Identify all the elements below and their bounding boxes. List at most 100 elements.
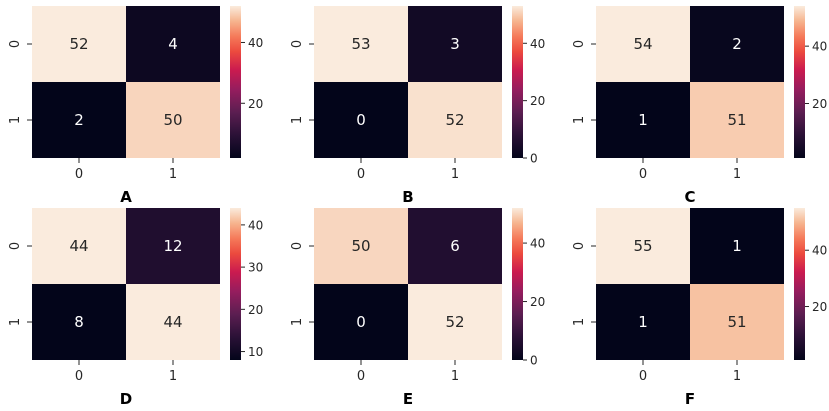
x-tick-label: 1 [451, 167, 459, 182]
heatmap-cell-r1-c0 [32, 82, 126, 158]
panel-label: D [120, 390, 132, 408]
cell-value-label: 4 [168, 35, 178, 53]
heatmap-cell-r0-c0 [314, 6, 408, 82]
heatmap-cell-r0-c0 [314, 208, 408, 284]
x-tick-label: 1 [169, 167, 177, 182]
x-tick-label: 1 [733, 167, 741, 182]
x-tick-label: 0 [357, 369, 365, 384]
y-tick-label: 0 [290, 40, 305, 48]
colorbar [794, 6, 805, 158]
colorbar-tick-label: 20 [530, 295, 545, 309]
cell-value-label: 51 [727, 111, 746, 129]
cell-value-label: 1 [638, 313, 648, 331]
y-tick-label: 0 [8, 40, 23, 48]
cell-value-label: 3 [450, 35, 460, 53]
heatmap-cell-r1-c1 [126, 82, 220, 158]
heatmap-cell-r0-c1 [690, 208, 784, 284]
colorbar-tick-label: 40 [248, 36, 263, 50]
heatmap-cell-r0-c0 [32, 208, 126, 284]
x-tick-label: 0 [75, 167, 83, 182]
heatmap-cell-r0-c1 [126, 208, 220, 284]
heatmap-panel-A: 52 4 2 50 0 1 0 1 A 20 40 [8, 6, 263, 206]
x-tick-label: 0 [75, 369, 83, 384]
heatmap-cell-r1-c0 [596, 82, 690, 158]
panel-label: F [685, 390, 695, 408]
colorbar-tick-label: 20 [248, 303, 263, 317]
heatmap-cell-r1-c0 [314, 82, 408, 158]
colorbar-tick-label: 40 [248, 218, 263, 232]
heatmap-panel-F: 55 1 1 51 0 1 0 1 F 20 40 [572, 208, 827, 408]
heatmap-cell-r1-c0 [32, 284, 126, 360]
y-tick-label: 0 [572, 242, 587, 250]
colorbar-tick-label: 0 [530, 152, 538, 166]
heatmap-panel-E: 50 6 0 52 0 1 0 1 E 0 20 40 [290, 208, 545, 408]
x-tick-label: 1 [451, 369, 459, 384]
y-tick-label: 0 [572, 40, 587, 48]
colorbar [512, 6, 523, 158]
cell-value-label: 8 [74, 313, 84, 331]
cell-value-label: 1 [732, 237, 742, 255]
colorbar-tick-label: 40 [812, 244, 827, 258]
cell-value-label: 2 [74, 111, 84, 129]
y-tick-label: 1 [572, 318, 587, 326]
heatmap-cell-r0-c0 [596, 6, 690, 82]
cell-value-label: 52 [445, 313, 464, 331]
colorbar [230, 6, 241, 158]
colorbar-tick-label: 40 [530, 237, 545, 251]
colorbar [794, 208, 805, 360]
heatmap-cell-r0-c1 [408, 6, 502, 82]
cell-value-label: 55 [633, 237, 652, 255]
heatmap-cell-r0-c1 [126, 6, 220, 82]
heatmap-cell-r0-c0 [596, 208, 690, 284]
colorbar-tick-label: 40 [812, 40, 827, 54]
colorbar-tick-label: 20 [812, 97, 827, 111]
cell-value-label: 50 [163, 111, 182, 129]
cell-value-label: 0 [356, 111, 366, 129]
panel-label: A [120, 188, 132, 206]
cell-value-label: 52 [445, 111, 464, 129]
x-tick-label: 0 [639, 167, 647, 182]
panel-label: B [402, 188, 413, 206]
colorbar [512, 208, 523, 360]
heatmap-cell-r0-c1 [690, 6, 784, 82]
y-tick-label: 1 [290, 318, 305, 326]
cell-value-label: 50 [351, 237, 370, 255]
x-tick-label: 0 [357, 167, 365, 182]
heatmap-cell-r1-c1 [408, 284, 502, 360]
colorbar-tick-label: 30 [248, 261, 263, 275]
y-tick-label: 0 [290, 242, 305, 250]
cell-value-label: 53 [351, 35, 370, 53]
cell-value-label: 54 [633, 35, 652, 53]
heatmap-cell-r1-c0 [596, 284, 690, 360]
colorbar-tick-label: 10 [248, 345, 263, 359]
heatmap-cell-r1-c1 [690, 284, 784, 360]
colorbar-tick-label: 20 [248, 97, 263, 111]
y-tick-label: 1 [8, 116, 23, 124]
panel-label: E [403, 390, 413, 408]
cell-value-label: 52 [69, 35, 88, 53]
y-tick-label: 1 [8, 318, 23, 326]
colorbar [230, 208, 241, 360]
x-tick-label: 1 [169, 369, 177, 384]
heatmap-cell-r1-c1 [690, 82, 784, 158]
y-tick-label: 1 [572, 116, 587, 124]
heatmap-cell-r1-c1 [126, 284, 220, 360]
x-tick-label: 0 [639, 369, 647, 384]
colorbar-tick-label: 0 [530, 354, 538, 368]
y-tick-label: 1 [290, 116, 305, 124]
heatmap-cell-r1-c1 [408, 82, 502, 158]
cell-value-label: 44 [69, 237, 88, 255]
heatmap-cell-r0-c0 [32, 6, 126, 82]
heatmap-panel-C: 54 2 1 51 0 1 0 1 C 20 40 [572, 6, 827, 206]
cell-value-label: 51 [727, 313, 746, 331]
cell-value-label: 12 [163, 237, 182, 255]
colorbar-tick-label: 20 [530, 94, 545, 108]
cell-value-label: 1 [638, 111, 648, 129]
cell-value-label: 0 [356, 313, 366, 331]
panel-label: C [684, 188, 695, 206]
colorbar-tick-label: 20 [812, 300, 827, 314]
cell-value-label: 6 [450, 237, 460, 255]
cell-value-label: 44 [163, 313, 182, 331]
